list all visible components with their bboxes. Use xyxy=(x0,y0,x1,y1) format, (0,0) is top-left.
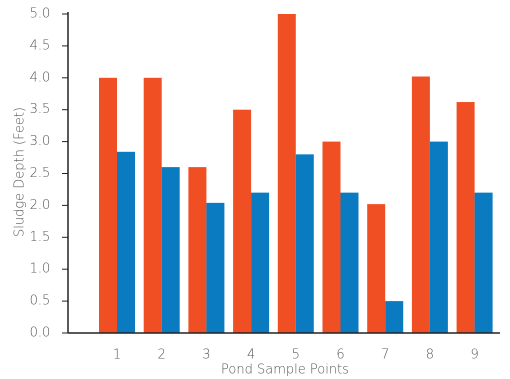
bar xyxy=(385,301,404,333)
x-tick-label: 4 xyxy=(247,348,255,363)
bar xyxy=(233,109,252,333)
bar xyxy=(322,141,341,333)
x-tick-label: 5 xyxy=(292,348,300,363)
y-tick-label: 2.0 xyxy=(30,198,51,213)
y-axis-label: Sludge Depth (Feet) xyxy=(13,107,28,237)
bar xyxy=(429,141,448,333)
y-tick-label: 5.0 xyxy=(30,7,51,22)
bar xyxy=(99,77,117,333)
bar xyxy=(367,204,386,333)
x-tick-label: 9 xyxy=(470,348,478,363)
bar xyxy=(456,102,475,333)
bar xyxy=(340,192,359,333)
x-tick-label: 8 xyxy=(426,348,434,363)
x-tick-label: 1 xyxy=(113,348,121,363)
bar xyxy=(117,151,135,333)
bar xyxy=(143,77,162,333)
y-tick-label: 0.5 xyxy=(30,294,51,309)
bar xyxy=(251,192,270,333)
y-tick-label: 3.5 xyxy=(30,102,51,117)
bar xyxy=(188,167,207,333)
bar xyxy=(277,14,296,333)
y-tick-label: 0.0 xyxy=(30,326,51,341)
y-tick-label: 4.5 xyxy=(30,38,51,53)
y-tick-label: 3.0 xyxy=(30,134,51,149)
bar xyxy=(295,154,314,333)
x-axis-label: Pond Sample Points xyxy=(221,363,349,378)
x-tick-label: 6 xyxy=(336,348,344,363)
bar xyxy=(474,192,493,333)
y-tick-label: 1.5 xyxy=(30,230,51,245)
x-tick-label: 2 xyxy=(158,348,166,363)
x-tick-label: 3 xyxy=(202,348,210,363)
x-tick-label: 7 xyxy=(381,348,389,363)
bar xyxy=(161,167,180,333)
y-tick-label: 1.0 xyxy=(30,262,51,277)
y-tick-label: 4.0 xyxy=(30,70,51,85)
bar xyxy=(411,76,430,334)
bar xyxy=(206,202,225,333)
y-tick-label: 2.5 xyxy=(30,166,51,181)
